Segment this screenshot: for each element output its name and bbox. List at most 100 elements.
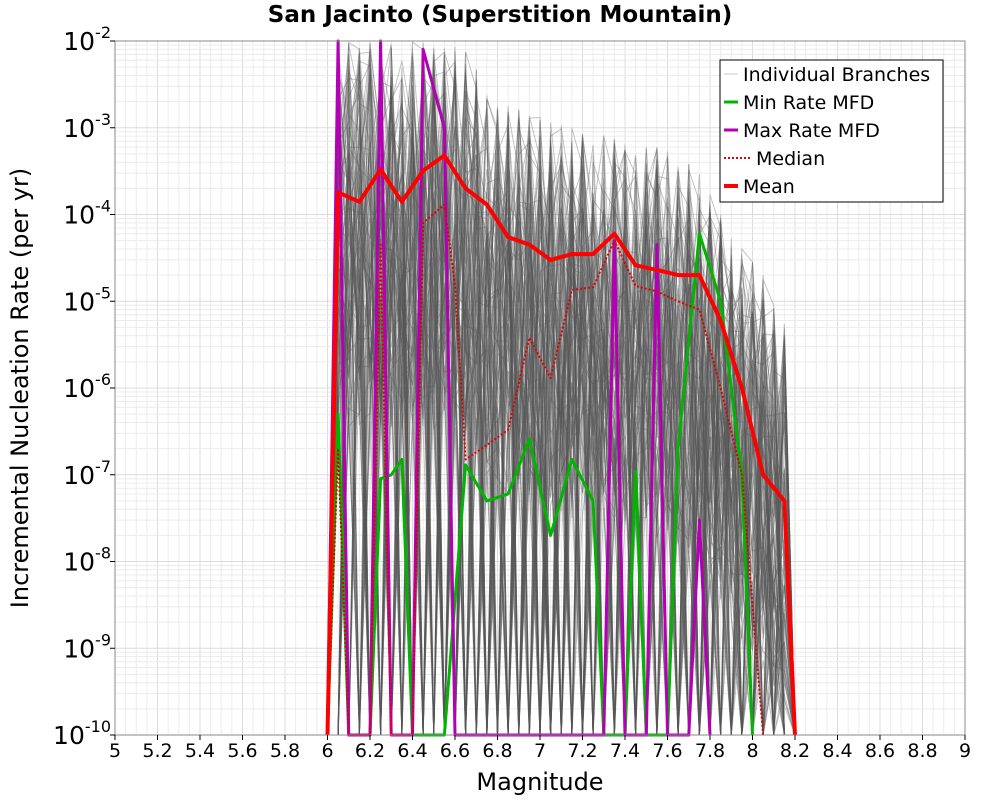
series-median <box>326 203 765 736</box>
branch-line <box>327 68 796 736</box>
x-tick-label: 7.2 <box>567 740 597 762</box>
chart-title: San Jacinto (Superstition Mountain) <box>267 2 733 28</box>
branch-line <box>327 42 796 736</box>
branch-line <box>327 63 795 736</box>
legend-box <box>719 59 944 203</box>
branch-line <box>327 109 796 736</box>
branch-line <box>327 72 796 736</box>
y-tick-label: 10-9 <box>63 630 111 663</box>
branch-line <box>327 46 796 736</box>
branch-line <box>327 44 795 736</box>
legend-label: Individual Branches <box>743 64 930 86</box>
branch-line <box>327 60 796 736</box>
branch-line <box>327 61 795 736</box>
x-tick-label: 6.2 <box>355 740 385 762</box>
branch-line <box>327 49 795 736</box>
x-tick-label: 5 <box>109 740 121 762</box>
x-tick-label: 8.8 <box>907 740 937 762</box>
legend-label: Min Rate MFD <box>743 92 874 114</box>
x-axis-title: Magnitude <box>476 768 603 796</box>
branch-line <box>327 42 796 736</box>
branch-line <box>327 47 796 736</box>
y-axis-title: Incremental Nucleation Rate (per yr) <box>6 168 34 608</box>
x-tick-label: 8.6 <box>865 740 895 762</box>
branch-line <box>327 50 796 736</box>
y-tick-label: 10-2 <box>63 23 111 56</box>
branch-line <box>327 79 796 736</box>
x-tick-label: 8.4 <box>822 740 852 762</box>
branch-line <box>327 125 796 736</box>
x-tick-label: 6.4 <box>397 740 427 762</box>
x-tick-label: 8.2 <box>780 740 810 762</box>
legend-label: Max Rate MFD <box>743 120 880 142</box>
y-tick-label: 10-10 <box>53 717 111 750</box>
branch-line <box>327 77 796 736</box>
branch-line <box>327 154 796 736</box>
x-tick-label: 6.6 <box>440 740 470 762</box>
x-tick-label: 5.2 <box>142 740 172 762</box>
branch-line <box>327 103 795 736</box>
x-tick-label: 6.8 <box>482 740 512 762</box>
x-tick-label: 5.6 <box>227 740 257 762</box>
branch-line <box>327 71 795 736</box>
branch-line <box>327 43 795 736</box>
branch-line <box>327 99 795 736</box>
branch-line <box>327 127 796 736</box>
branch-line <box>327 47 796 736</box>
y-tick-label: 10-5 <box>63 283 111 316</box>
branch-line <box>327 48 796 736</box>
branch-line <box>327 53 795 736</box>
legend: Individual Branches Min Rate MFD Max Rate … <box>719 59 944 203</box>
branch-line <box>327 60 796 736</box>
series-line-median <box>326 203 765 736</box>
branch-line <box>327 46 796 736</box>
branch-line <box>327 50 796 736</box>
branch-line <box>327 54 796 736</box>
individual-branches <box>327 41 796 736</box>
branch-line <box>327 85 795 736</box>
legend-label: Mean <box>743 176 795 198</box>
branch-line <box>327 54 795 736</box>
x-tick-label: 9 <box>959 740 971 762</box>
branch-line <box>327 51 796 736</box>
branch-line <box>327 47 795 736</box>
branch-line <box>327 110 796 736</box>
branch-line <box>327 85 796 736</box>
branch-line <box>327 41 795 736</box>
branch-line <box>327 76 796 736</box>
branch-line <box>327 49 796 736</box>
branch-line <box>327 79 796 736</box>
y-tick-label: 10-4 <box>63 197 111 230</box>
x-tick-label: 5.4 <box>185 740 215 762</box>
y-tick-label: 10-3 <box>63 110 111 143</box>
series-mean <box>325 153 797 736</box>
branch-line <box>327 107 795 736</box>
y-tick-label: 10-7 <box>63 457 111 490</box>
branch-line <box>327 111 796 736</box>
branch-line <box>327 130 796 736</box>
branch-line <box>327 59 796 736</box>
branch-line <box>327 54 795 736</box>
series-line-mean <box>325 153 797 736</box>
y-tick-label: 10-6 <box>63 370 111 403</box>
grid <box>114 41 966 736</box>
branch-line <box>327 44 796 736</box>
branch-line <box>327 60 796 736</box>
branch-line <box>327 52 796 736</box>
branch-line <box>327 72 795 736</box>
y-tick-label: 10-8 <box>63 544 111 577</box>
branch-line <box>327 116 796 736</box>
branch-line <box>327 107 796 736</box>
branch-line <box>327 75 795 736</box>
branch-line <box>327 97 795 736</box>
x-tick-label: 6 <box>321 740 333 762</box>
branch-line <box>327 148 796 736</box>
x-tick-label: 8 <box>746 740 758 762</box>
branch-line <box>327 90 796 736</box>
x-tick-label: 7.6 <box>652 740 682 762</box>
branch-line <box>327 94 796 736</box>
x-tick-label: 7.4 <box>610 740 640 762</box>
branch-line <box>327 61 796 736</box>
x-tick-label: 5.8 <box>270 740 300 762</box>
